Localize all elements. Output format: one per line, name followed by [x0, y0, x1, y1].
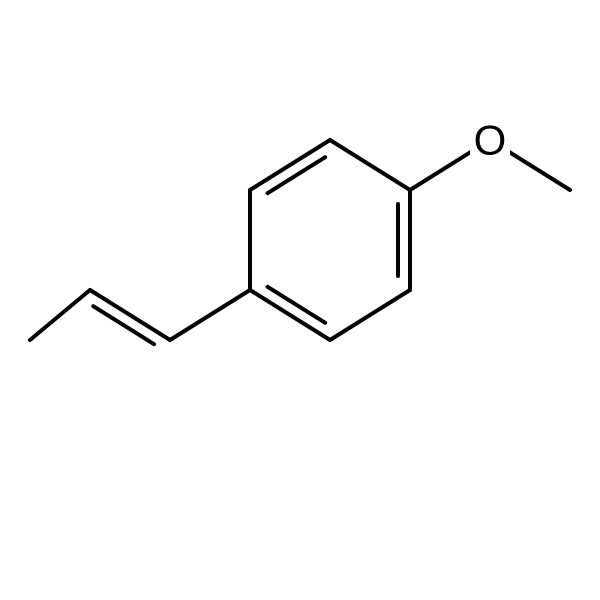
atom-label-o: O: [474, 117, 507, 164]
canvas-background: [0, 0, 600, 600]
molecule-canvas: O: [0, 0, 600, 600]
